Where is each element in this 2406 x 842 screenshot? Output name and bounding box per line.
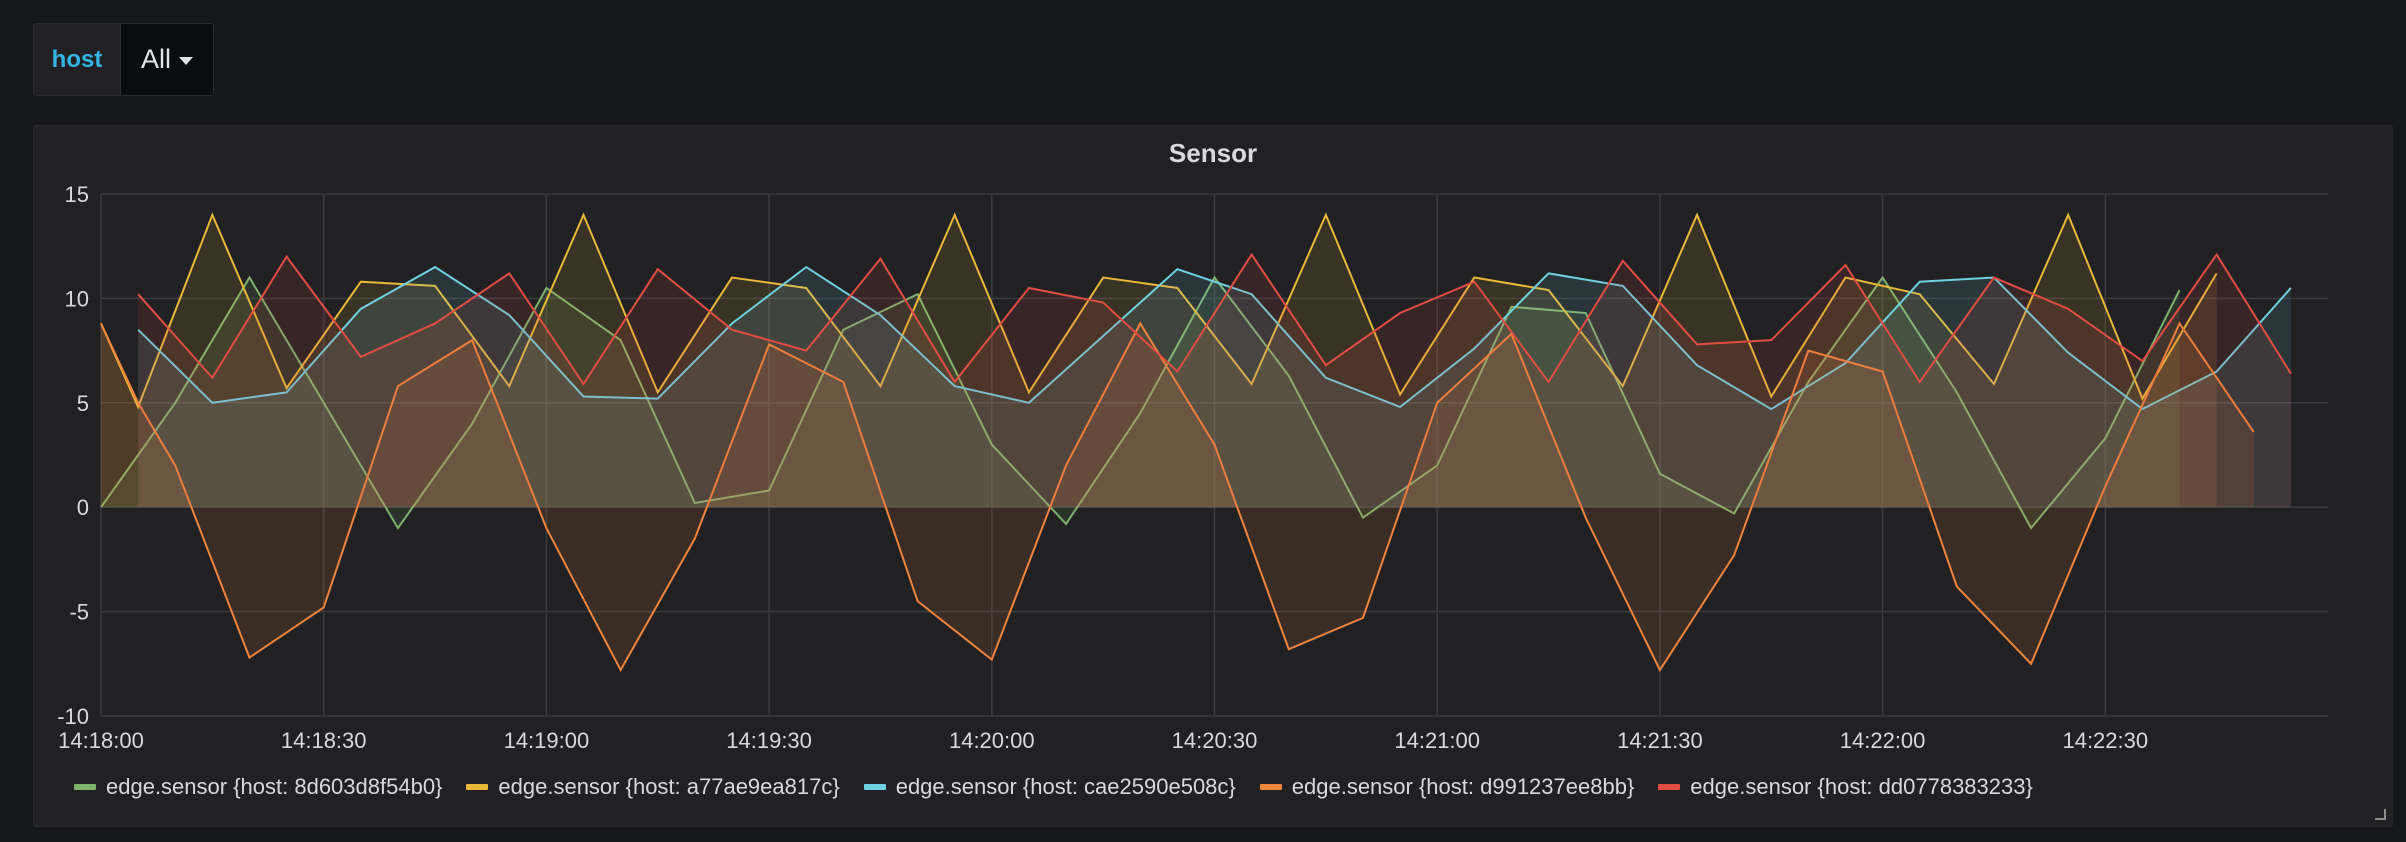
legend-label: edge.sensor {host: d991237ee8bb} — [1291, 774, 1635, 799]
x-tick-label: 14:20:00 — [949, 728, 1035, 753]
legend-item[interactable]: edge.sensor {host: cae2590e508c} — [863, 774, 1236, 800]
variable-label: host — [34, 24, 120, 95]
legend-label: edge.sensor {host: a77ae9ea817c} — [498, 774, 840, 799]
panel-title[interactable]: Sensor — [1168, 138, 1258, 168]
legend-label: edge.sensor {host: dd0778383233} — [1690, 774, 2033, 799]
x-tick-label: 14:19:00 — [504, 728, 590, 753]
series-line — [100, 212, 2218, 410]
legend-swatch — [1259, 784, 1282, 790]
variable-value: All — [140, 44, 171, 74]
x-tick-label: 14:20:30 — [1172, 728, 1258, 753]
series-area — [138, 254, 2291, 508]
template-variable-host: host All — [33, 23, 214, 96]
legend-label: edge.sensor {host: cae2590e508c} — [895, 774, 1236, 799]
series-line — [100, 275, 2181, 530]
x-tick-label: 14:22:00 — [1840, 728, 1926, 753]
chart-legend: edge.sensor {host: 8d603d8f54b0} edge.sen… — [74, 774, 2033, 800]
caret-down-icon — [179, 56, 193, 65]
legend-swatch — [466, 784, 489, 790]
legend-swatch — [74, 784, 96, 790]
legend-swatch — [1658, 784, 1681, 790]
x-tick-label: 14:22:30 — [2062, 728, 2148, 753]
y-tick-label: 5 — [77, 391, 89, 416]
y-tick-label: 0 — [77, 495, 89, 520]
legend-item[interactable]: edge.sensor {host: dd0778383233} — [1658, 774, 2033, 800]
x-tick-label: 14:18:30 — [281, 728, 367, 753]
series-area — [138, 267, 2291, 508]
x-tick-label: 14:21:30 — [1617, 728, 1703, 753]
resize-handle-icon[interactable] — [2375, 809, 2386, 820]
legend-item[interactable]: edge.sensor {host: 8d603d8f54b0} — [74, 774, 442, 800]
variable-dropdown[interactable]: All — [120, 24, 213, 95]
series-line — [137, 252, 2292, 386]
series-area — [101, 214, 2217, 508]
x-tick-label: 14:21:00 — [1394, 728, 1480, 753]
legend-item[interactable]: edge.sensor {host: a77ae9ea817c} — [466, 774, 840, 800]
y-tick-label: -10 — [57, 704, 89, 729]
legend-swatch — [863, 784, 886, 790]
x-tick-label: 14:18:00 — [58, 728, 144, 753]
y-tick-label: 10 — [65, 286, 89, 311]
x-tick-label: 14:19:30 — [726, 728, 812, 753]
y-tick-label: 15 — [65, 182, 89, 207]
series-line — [137, 265, 2292, 411]
legend-item[interactable]: edge.sensor {host: d991237ee8bb} — [1259, 774, 1635, 800]
legend-label: edge.sensor {host: 8d603d8f54b0} — [106, 774, 443, 799]
y-tick-label: -5 — [69, 600, 89, 625]
graph-panel: Sensor 15 10 5 0 -5 -10 14:18:00 14:18:30 14:19:… — [33, 125, 2393, 827]
series-line — [100, 321, 2255, 673]
